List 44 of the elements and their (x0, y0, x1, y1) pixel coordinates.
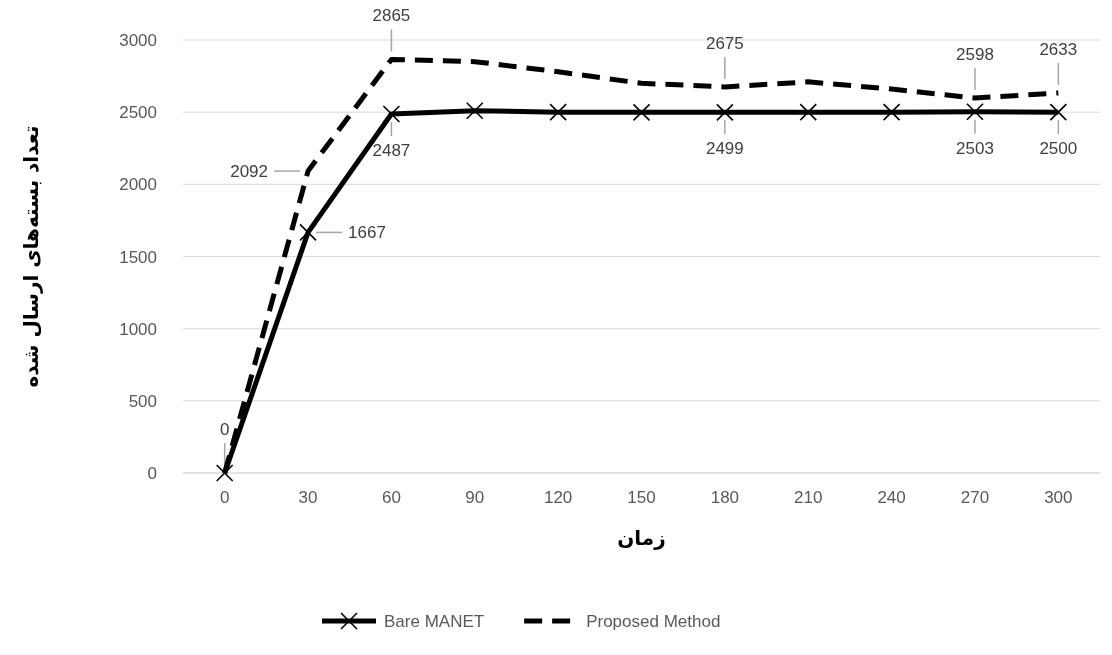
x-tick-label: 180 (710, 488, 740, 507)
x-tick-label: 150 (627, 488, 656, 507)
point (465, 101, 484, 120)
x-tick-label: 30 (298, 488, 318, 507)
x-axis-title: زمان (617, 526, 666, 550)
point (632, 103, 651, 122)
legend-label: Bare MANET (384, 612, 485, 631)
point (382, 105, 401, 123)
point (716, 103, 734, 122)
data-label: 2598 (956, 45, 994, 65)
data-label: 2487 (372, 141, 411, 161)
x-tick-label: 120 (543, 488, 573, 507)
y-axis-title: تعداد بسته‌های ارسال شده (19, 125, 43, 388)
y-tick-label: 1500 (119, 247, 157, 267)
point (299, 223, 317, 242)
data-label: 2500 (1039, 139, 1078, 159)
legend-label: Proposed Method (586, 612, 721, 631)
x-tick-label: 270 (960, 488, 990, 507)
x-tick-label: 300 (1044, 488, 1073, 507)
data-label: 2499 (705, 139, 744, 159)
point (549, 103, 567, 121)
y-tick-label: 2000 (119, 175, 157, 195)
data-label: 0 (219, 420, 230, 439)
data-label: 2633 (1039, 39, 1078, 59)
data-label: 2865 (372, 6, 411, 26)
y-tick-label: 3000 (119, 31, 157, 50)
point (215, 464, 234, 482)
point (1049, 103, 1068, 121)
x-tick-label: 60 (381, 488, 401, 507)
point (882, 103, 901, 121)
data-label: 1667 (348, 223, 386, 243)
data-label: 2092 (230, 162, 269, 182)
y-tick-label: 500 (128, 391, 157, 411)
data-label: 2675 (705, 33, 744, 53)
x-tick-label: 210 (794, 488, 823, 507)
data-label: 2503 (956, 138, 994, 158)
x-tick-label: 0 (219, 488, 230, 507)
y-tick-label: 1000 (119, 319, 157, 339)
x-tick-label: 90 (465, 488, 485, 507)
y-tick-label: 2500 (119, 103, 157, 123)
x-tick-label: 240 (877, 488, 906, 507)
point (966, 102, 984, 121)
point (799, 103, 818, 121)
y-tick-label: 0 (147, 464, 157, 483)
